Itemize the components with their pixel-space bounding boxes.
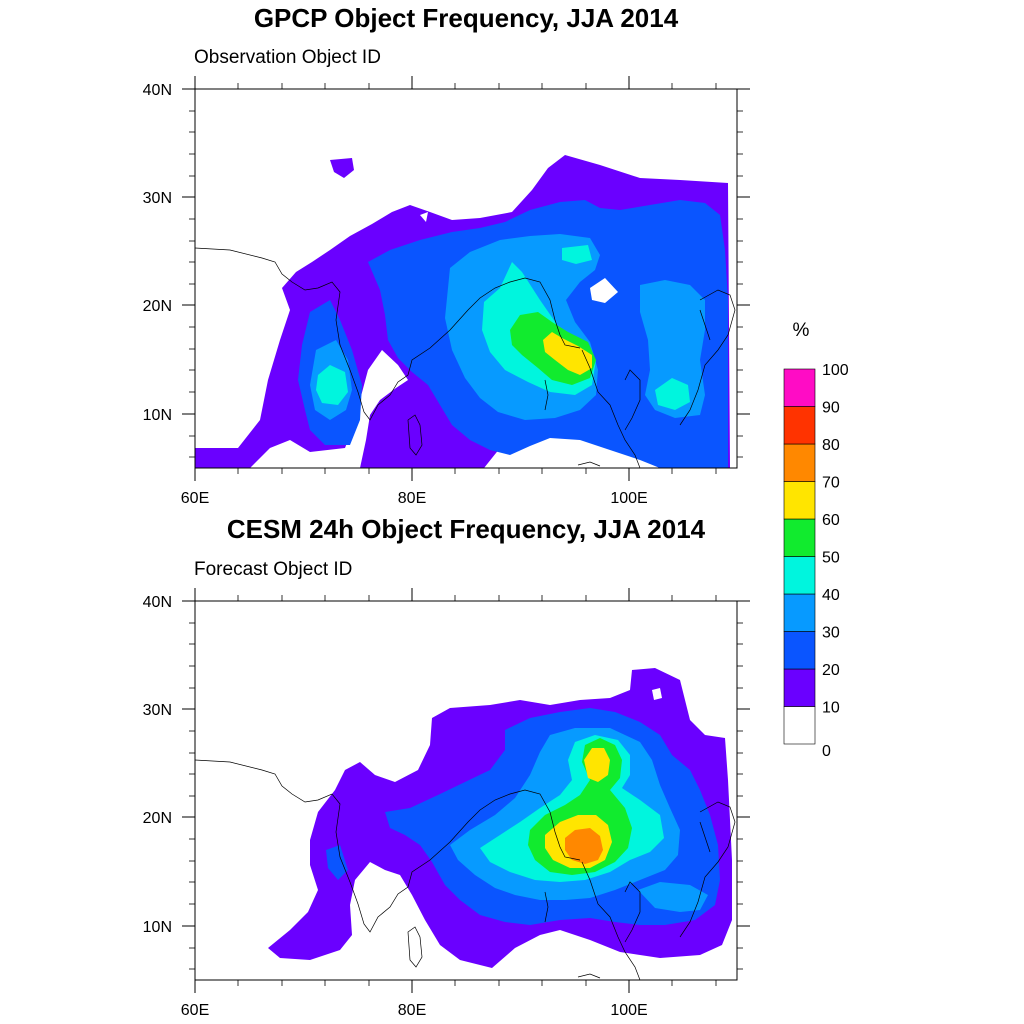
p2-lat-10: 10N xyxy=(143,919,172,936)
p2-lon-80: 80E xyxy=(398,1002,426,1019)
colorbar-swatch-3 xyxy=(783,593,816,632)
p1-lon-60: 60E xyxy=(181,490,209,507)
p1-lon-100: 100E xyxy=(610,490,647,507)
colorbar-label-100: 100 xyxy=(822,362,849,379)
obs-contour-60 xyxy=(543,332,592,375)
colorbar-label-70: 70 xyxy=(822,475,840,492)
panel-1-ticks xyxy=(182,76,750,481)
panel-1-contours xyxy=(195,155,730,468)
p1-lat-40: 40N xyxy=(143,82,172,99)
p2-lat-40: 40N xyxy=(143,594,172,611)
colorbar-swatch-4 xyxy=(783,556,816,595)
panel-2-axis-labels: 40N 30N 20N 10N 60E 80E 100E xyxy=(143,594,648,1019)
panel-1-title: GPCP Object Frequency, JJA 2014 xyxy=(253,3,679,33)
p1-lat-30: 30N xyxy=(143,190,172,207)
colorbar-swatch-1 xyxy=(783,668,816,707)
p1-lat-20: 20N xyxy=(143,298,172,315)
obs-contour-40 xyxy=(316,245,690,410)
panel-2-frame xyxy=(194,600,738,981)
colorbar-swatch-0 xyxy=(783,706,816,745)
panel-2-ticks xyxy=(182,588,750,993)
colorbar-swatch-9 xyxy=(783,368,816,407)
colorbar-label-90: 90 xyxy=(822,400,840,417)
p2-lat-30: 30N xyxy=(143,702,172,719)
colorbar-label-30: 30 xyxy=(822,625,840,642)
panel-2-minor-ticks xyxy=(189,595,743,986)
colorbar-label-60: 60 xyxy=(822,512,840,529)
colorbar-swatch-6 xyxy=(783,481,816,520)
p2-lon-100: 100E xyxy=(610,1002,647,1019)
colorbar-swatch-5 xyxy=(783,518,816,557)
p1-lat-10: 10N xyxy=(143,407,172,424)
colorbar-label-20: 20 xyxy=(822,662,840,679)
colorbar-label-40: 40 xyxy=(822,587,840,604)
colorbar-label-50: 50 xyxy=(822,550,840,567)
colorbar-label-0: 0 xyxy=(822,743,831,760)
colorbar-swatch-8 xyxy=(783,406,816,445)
colorbar-swatch-2 xyxy=(783,631,816,670)
panel-1-subtitle: Observation Object ID xyxy=(194,47,381,68)
fcst-contour-70 xyxy=(565,828,603,864)
colorbar-swatch-7 xyxy=(783,443,816,482)
panel-2-coastlines xyxy=(195,759,736,980)
panel-1-coastlines xyxy=(195,247,736,468)
colorbar: 0 10 20 30 40 50 60 70 80 90 100 xyxy=(783,362,849,760)
panel-2-subtitle: Forecast Object ID xyxy=(194,559,353,580)
p2-lon-60: 60E xyxy=(181,1002,209,1019)
colorbar-label-10: 10 xyxy=(822,700,840,717)
obs-contour-10-b xyxy=(330,158,354,178)
panel-2-contours xyxy=(268,668,732,968)
p2-lat-20: 20N xyxy=(143,810,172,827)
panel-1-frame xyxy=(194,88,738,469)
panel-2-title: CESM 24h Object Frequency, JJA 2014 xyxy=(226,514,706,544)
colorbar-unit: % xyxy=(793,320,810,341)
colorbar-label-80: 80 xyxy=(822,437,840,454)
panel-1-axis-labels: 40N 30N 20N 10N 60E 80E 100E xyxy=(143,82,648,507)
p1-lon-80: 80E xyxy=(398,490,426,507)
panel-1-minor-ticks xyxy=(189,83,743,474)
